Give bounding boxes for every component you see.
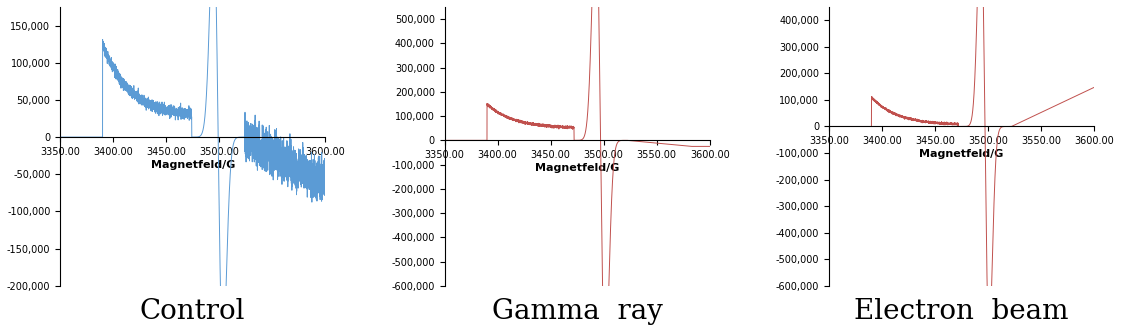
Text: Gamma  ray: Gamma ray — [492, 298, 663, 325]
Text: Electron  beam: Electron beam — [854, 298, 1068, 325]
Text: Control: Control — [140, 298, 245, 325]
X-axis label: Magnetfeld/G: Magnetfeld/G — [919, 149, 1003, 159]
X-axis label: Magnetfeld/G: Magnetfeld/G — [535, 163, 620, 173]
X-axis label: Magnetfeld/G: Magnetfeld/G — [150, 160, 235, 170]
